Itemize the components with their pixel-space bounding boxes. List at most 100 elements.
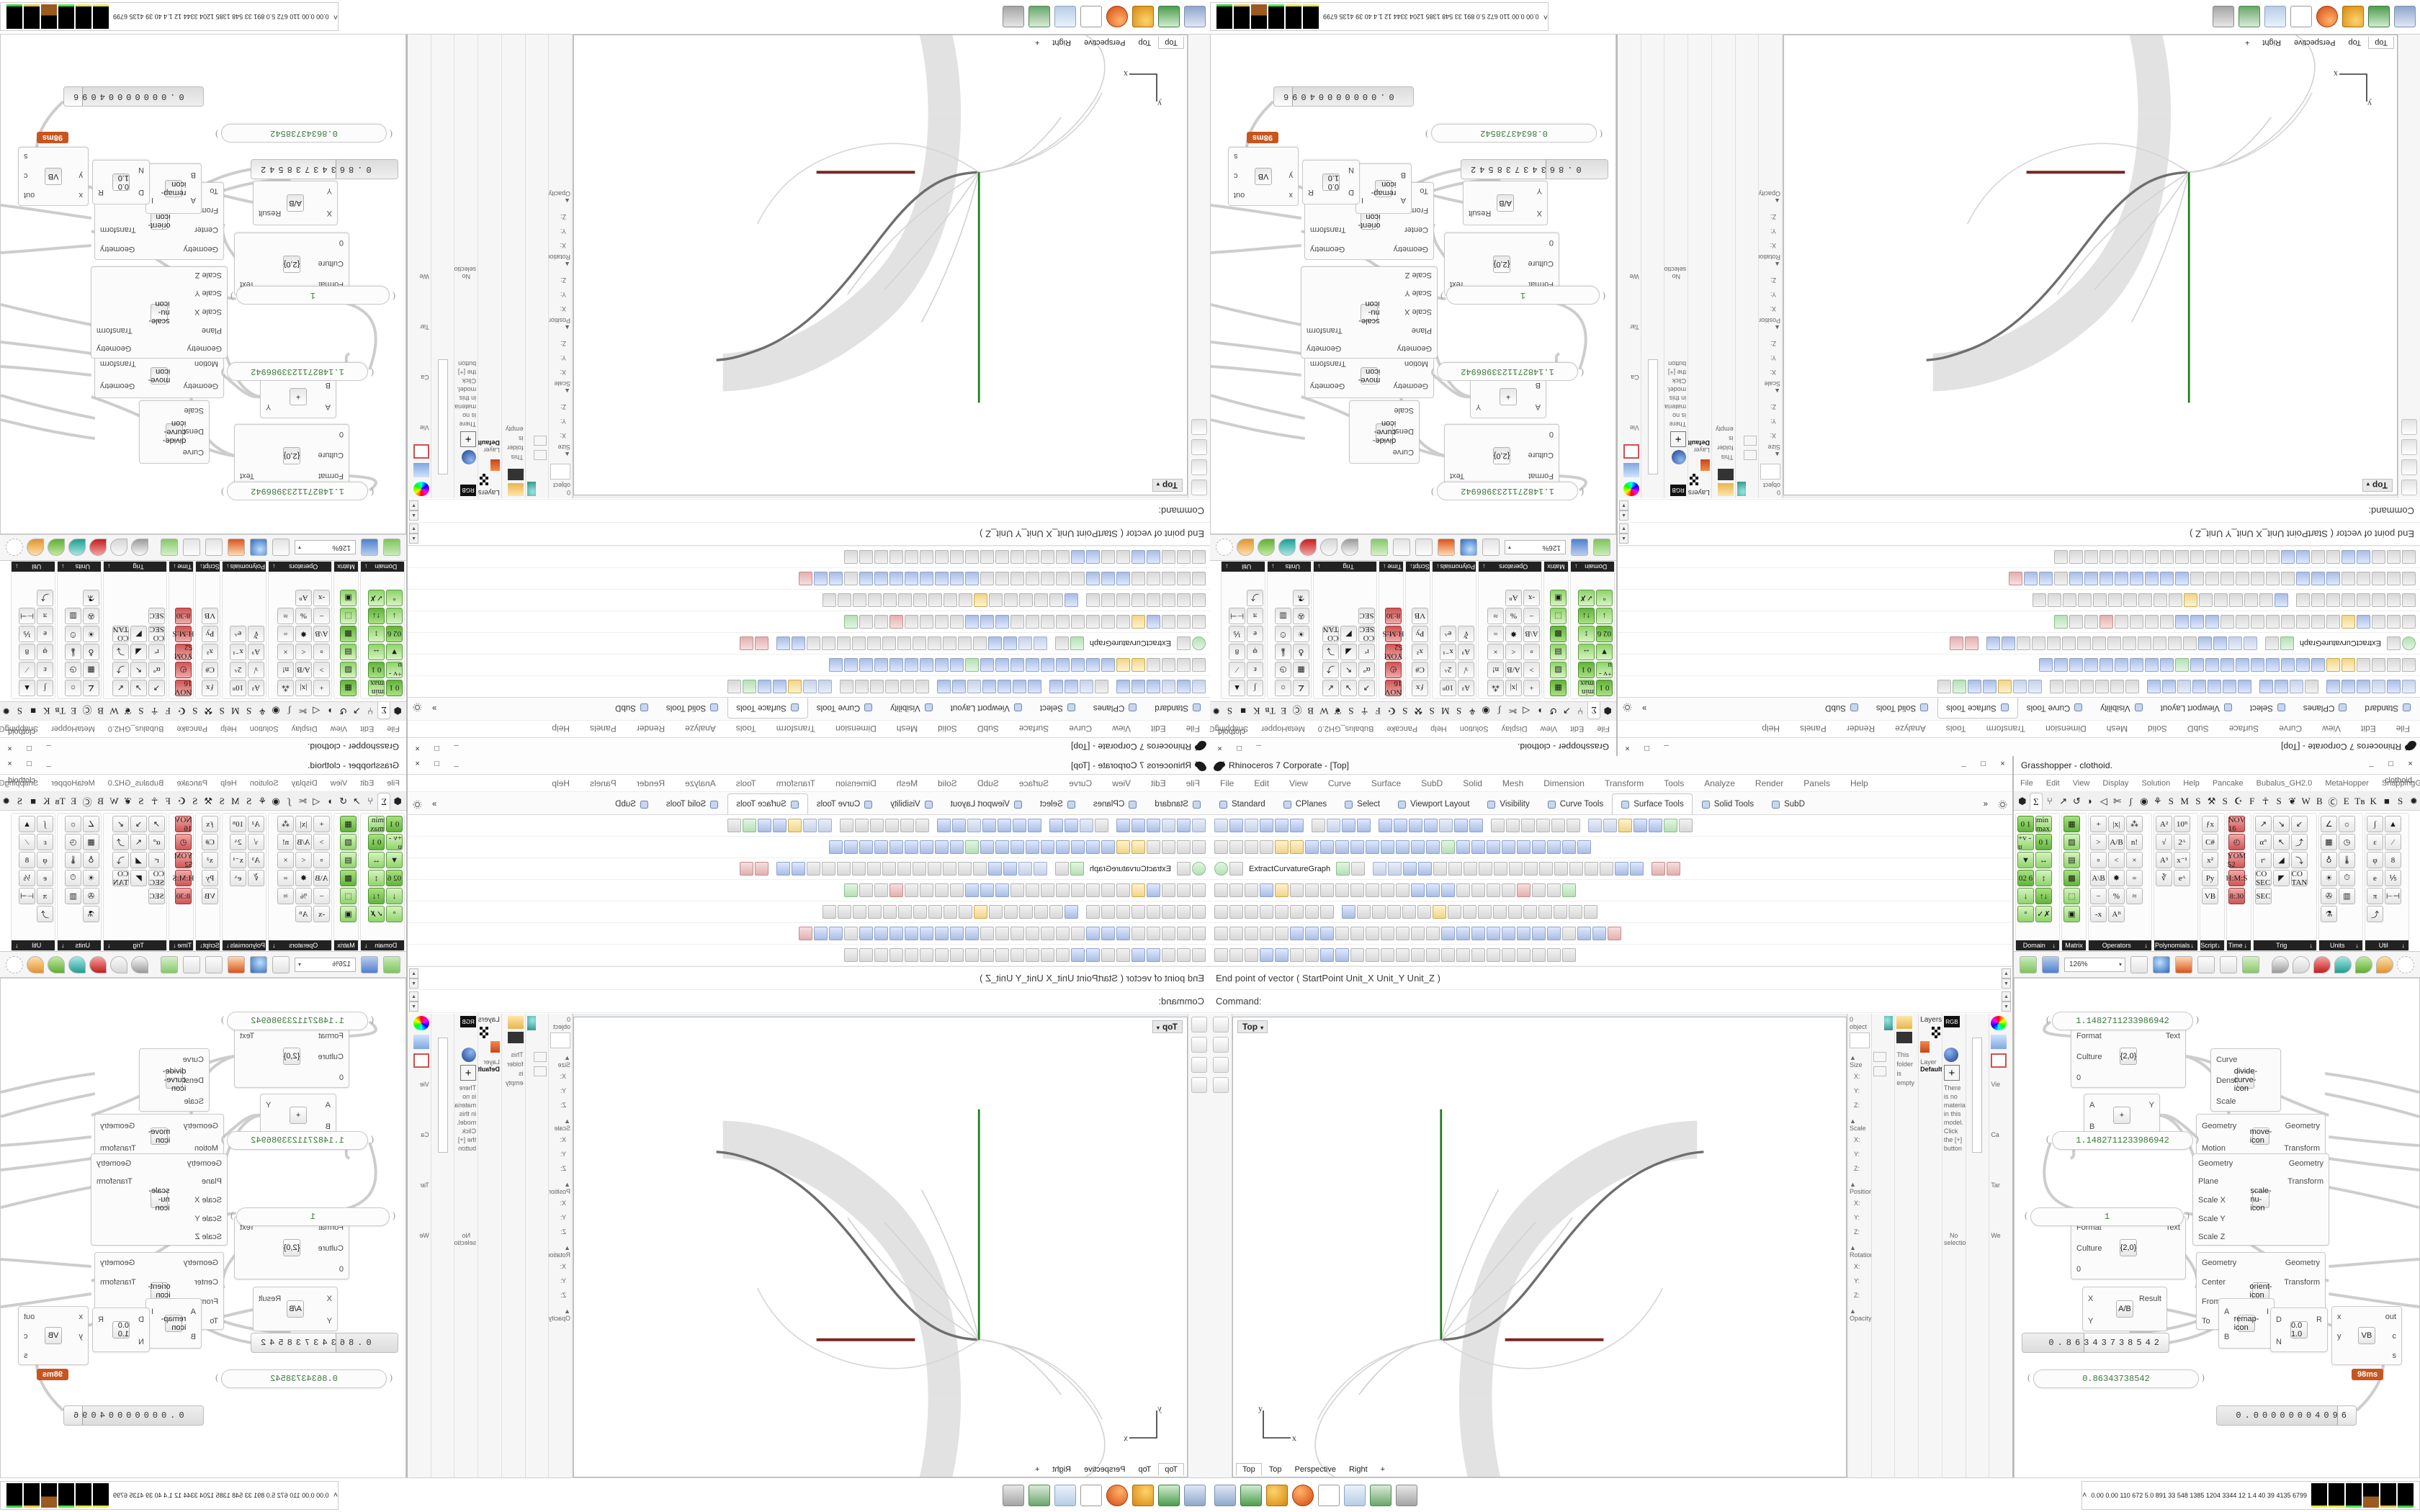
gh-component-icon[interactable]: 0 1 [1596, 680, 1613, 696]
rhino-tool-icon[interactable] [974, 905, 987, 919]
rhino-tool-icon[interactable] [952, 680, 966, 693]
firefox-icon[interactable] [2316, 6, 2338, 28]
gh-group-name[interactable]: Trig ↓ [104, 940, 166, 950]
gh-component-icon[interactable]: 02 6 [386, 626, 403, 642]
chevron-down-icon[interactable]: ↓ [1271, 563, 1275, 570]
gh-group-name[interactable]: Util ↓ [2365, 940, 2408, 950]
rhino-tool-icon[interactable] [1177, 883, 1191, 897]
rhino-tab-subd[interactable]: SubD [1762, 793, 1814, 814]
rhino-toolbar-row-4[interactable] [1210, 880, 2012, 901]
rhino-tool-icon[interactable] [1162, 680, 1175, 693]
gh-minimize-button[interactable]: _ [46, 760, 51, 769]
rhino-tool-icon[interactable] [1426, 840, 1440, 854]
minimize-button[interactable]: _ [454, 743, 459, 752]
gh-component-icon[interactable]: x⁻¹ [1440, 644, 1456, 660]
rhino-tool-icon[interactable] [1350, 840, 1364, 854]
gh-component-divide[interactable]: Curve Density Scale divide-curve-icon [139, 400, 210, 464]
rhino-tool-icon[interactable] [829, 658, 843, 672]
rhino-tool-icon[interactable] [931, 819, 936, 832]
rhino-tool-icon[interactable] [1649, 819, 1662, 832]
viewport-dropdown-icon[interactable]: ▾ [2366, 481, 2370, 487]
gh-component-icon[interactable]: ✇ [1293, 608, 1309, 624]
minimize-button[interactable]: _ [454, 760, 459, 769]
firefox-icon[interactable] [1106, 1484, 1128, 1506]
gh-slider-fill[interactable] [2022, 1333, 2085, 1352]
viewport-tab-3[interactable]: Right [1348, 1465, 1368, 1474]
gh-component-fmt1[interactable]: Format Text Culture 0 {2,0} [234, 1025, 349, 1088]
s4-tab[interactable]: S [2276, 796, 2282, 806]
gh-input-label[interactable]: A [1535, 402, 1541, 411]
rhino-tool-icon[interactable] [844, 615, 858, 629]
rhino-tool-icon[interactable] [897, 636, 911, 650]
rhino-toolbar-row-6[interactable] [1210, 923, 2012, 945]
gh-component-icon[interactable]: π [37, 888, 53, 904]
rhino-tool-icon[interactable] [844, 550, 858, 564]
gh-component-icon[interactable]: ° [386, 906, 403, 922]
gh-menu-display[interactable]: Display [291, 724, 318, 734]
rhino-toolbar-row-5[interactable] [1210, 901, 2012, 923]
gh-input-label[interactable]: Culture [318, 451, 344, 460]
rhino-tool-icon[interactable] [2357, 658, 2370, 672]
draw-icons-1[interactable] [2334, 955, 2352, 973]
gh-param-pin-left[interactable]: ( [370, 487, 374, 498]
rhino-tool-icon[interactable] [1245, 948, 1258, 962]
rhino-tool-icon[interactable] [980, 927, 994, 940]
gh-component-icon[interactable]: ∠ [2321, 816, 2337, 832]
rhino-tool-icon[interactable] [2107, 636, 2121, 650]
rhino-tool-icon[interactable] [937, 819, 951, 832]
rhino-tool-icon[interactable] [1448, 862, 1463, 876]
curve-tab[interactable]: ↺ [339, 706, 348, 716]
rhino-toolbar-row-6[interactable] [408, 567, 1210, 589]
gh-component-icon[interactable]: ▣ [1550, 590, 1567, 606]
gh-group-name[interactable]: Time ↓ [2227, 940, 2251, 950]
kangaroo-tab[interactable]: ⚘ [2153, 796, 2162, 806]
rhino-tool-icon[interactable] [853, 593, 866, 607]
gh-component-scale[interactable]: Geometry Geometry Plane Transform Scale X Sca… [1301, 266, 1438, 359]
gh-output-label[interactable]: Geometry [2285, 1258, 2320, 1267]
rhino-tool-icon[interactable] [833, 819, 838, 832]
gh-component-icon[interactable]: 02 6 [2017, 870, 2034, 886]
rhino-tool-icon[interactable] [1162, 550, 1175, 564]
rhino-tool-icon[interactable] [957, 636, 972, 650]
rhino-tool-icon[interactable] [1351, 862, 1366, 876]
draw-icons-2[interactable] [1258, 539, 1275, 557]
gh-output-label[interactable]: s [2392, 1351, 2397, 1361]
gh-component-range[interactable]: D R N 0.0 1.0 [92, 1308, 150, 1352]
e-tab[interactable]: E [71, 706, 77, 716]
c-tab[interactable]: Ⓒ [1292, 704, 1302, 716]
rhino-tool-icon[interactable] [1116, 680, 1130, 693]
curve-tab[interactable]: ↺ [339, 796, 348, 806]
gh-input-label[interactable]: Geometry [187, 344, 222, 354]
gh-output-label[interactable]: c [1234, 171, 1238, 181]
zoom-level-input[interactable]: 126% [1505, 540, 1566, 555]
wireframe-preview-icon[interactable] [110, 539, 127, 557]
gh-category-tabs[interactable]: ⬢ Σ ⑂ ↗ ↺ ◗ ◁ ✄ ʃ ◉ ⚘ S M S ⚒ S ☪ F ☥ S ❦ W B Ⓒ E Tʙ K ■ S ✹ [2014, 792, 2420, 811]
rhino-tool-icon[interactable] [2223, 680, 2236, 693]
rhino-tool-icon[interactable] [1162, 840, 1175, 854]
rhino-tool-icon[interactable] [1471, 927, 1485, 940]
rhino-tool-icon[interactable] [995, 550, 1009, 564]
gh-panel-p1[interactable]: 1.1482711233986942() [221, 482, 374, 500]
s5-tab[interactable]: S [17, 796, 23, 806]
gh-group-name[interactable]: Operators ↓ [269, 562, 331, 572]
gh-component-icon[interactable]: ◷ [65, 662, 81, 678]
gh-component-icon[interactable]: ⬚ [2063, 888, 2080, 904]
rhino-tool-icon[interactable] [851, 636, 866, 650]
gh-component-icon[interactable]: ƒx [1412, 680, 1428, 696]
rhino-tool-icon[interactable] [1033, 862, 1047, 876]
gh-component-icon[interactable]: ↙ [2291, 816, 2308, 832]
rhino-tool-icon[interactable] [2326, 593, 2340, 607]
rhino-tool-icon[interactable] [1177, 615, 1191, 629]
mesh-tab[interactable]: ◁ [313, 706, 321, 716]
gh-component-icon[interactable]: + [313, 816, 330, 832]
rhino-tool-icon[interactable] [2154, 593, 2167, 607]
rhino-tool-icon[interactable] [1584, 905, 1597, 919]
spreadsheet-icon[interactable] [2368, 6, 2390, 28]
gh-menu-edit[interactable]: Edit [2045, 778, 2060, 788]
gh-component-icon[interactable]: ⁂ [277, 680, 294, 696]
rhino-tool-icon[interactable] [1634, 819, 1647, 832]
rhino-tool-icon[interactable] [2266, 572, 2280, 585]
rhino-tool-icon[interactable] [859, 948, 873, 962]
rhino-tool-icon[interactable] [1131, 593, 1145, 607]
gh-component-icon[interactable]: ♁ [83, 644, 99, 660]
